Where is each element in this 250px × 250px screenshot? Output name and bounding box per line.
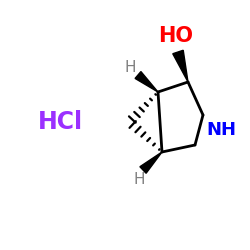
Text: NH: NH — [206, 121, 236, 139]
Text: H: H — [124, 60, 136, 74]
Text: HO: HO — [158, 26, 194, 46]
Polygon shape — [135, 72, 158, 92]
Text: HCl: HCl — [38, 110, 82, 134]
Polygon shape — [140, 152, 162, 173]
Text: H: H — [133, 172, 145, 188]
Polygon shape — [173, 50, 188, 82]
